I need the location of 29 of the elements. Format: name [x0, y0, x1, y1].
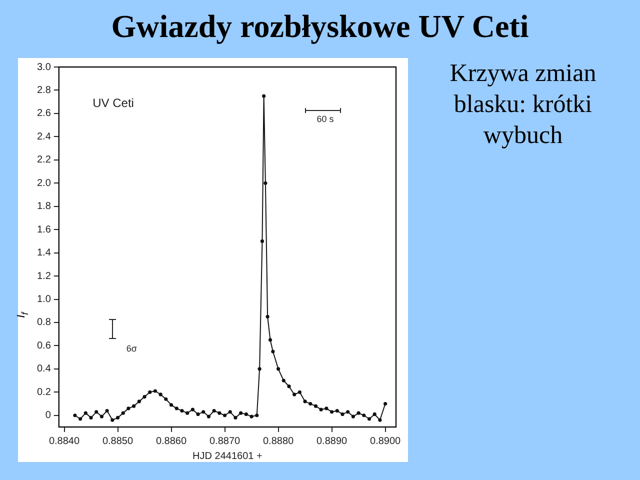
y-tick-label: 1.8: [36, 201, 52, 212]
y-tick-label: 2.6: [36, 108, 52, 120]
x-tick-label: 0.8850: [102, 436, 134, 447]
y-tick-label: 2.0: [36, 178, 52, 189]
y-tick-label: 1.6: [36, 224, 52, 236]
y-tick-label: 0.4: [36, 364, 52, 375]
y-tick-label: 1.2: [36, 270, 52, 282]
x-tick-label: 0.8900: [370, 436, 402, 447]
x-tick-label: 0.8860: [156, 436, 187, 447]
x-axis-title: HJD 2441601 +: [192, 450, 262, 462]
annotation: 6σ: [126, 343, 138, 354]
y-tick-label: 3.0: [36, 62, 52, 73]
y-tick-label: 2.8: [36, 84, 52, 96]
annotation: UV Ceti: [92, 96, 134, 110]
y-tick-label: 1.4: [36, 248, 52, 259]
y-tick-label: 2.4: [36, 131, 52, 142]
y-tick-label: 0.2: [36, 386, 52, 398]
text: Krzywa zmian blasku: krótki wybuch: [448, 59, 598, 151]
y-tick-label: 2.2: [36, 154, 52, 166]
x-tick-label: 0.8890: [316, 436, 348, 447]
y-tick-label: 0.8: [36, 317, 52, 328]
chart-title: Gwiazdy rozbłyskowe UV Ceti: [110, 8, 530, 45]
annotation: 60 s: [316, 114, 334, 124]
y-tick-label: 1.0: [36, 294, 52, 306]
x-tick-label: 0.8880: [262, 436, 294, 447]
x-tick-label: 0.8840: [48, 436, 80, 447]
y-tick-label: 0.6: [36, 340, 52, 352]
x-tick-label: 0.8870: [209, 436, 241, 447]
y-tick-label: 0: [45, 410, 52, 422]
